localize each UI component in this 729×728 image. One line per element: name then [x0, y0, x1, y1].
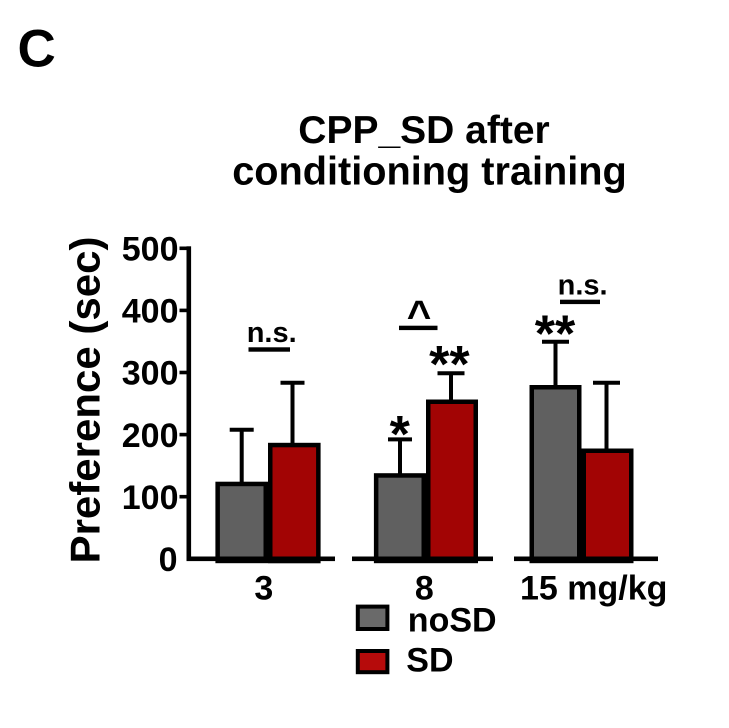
svg-text:0: 0 [159, 541, 178, 579]
svg-text:400: 400 [122, 293, 179, 331]
svg-text:8: 8 [415, 570, 434, 608]
svg-text:n.s.: n.s. [247, 317, 297, 349]
svg-text:**: ** [429, 336, 470, 394]
svg-text:n.s.: n.s. [558, 270, 608, 302]
svg-text:3: 3 [254, 570, 273, 608]
svg-text:C: C [18, 20, 56, 79]
svg-text:noSD: noSD [408, 601, 497, 639]
svg-text:CPP_SD after: CPP_SD after [298, 109, 549, 152]
svg-text:Preference (sec): Preference (sec) [61, 237, 108, 564]
svg-text:SD: SD [406, 642, 453, 680]
svg-text:conditioning training: conditioning training [232, 150, 627, 194]
svg-text:15 mg/kg: 15 mg/kg [520, 570, 667, 608]
svg-text:**: ** [535, 306, 576, 364]
svg-text:100: 100 [122, 479, 179, 517]
svg-text:200: 200 [122, 417, 179, 455]
svg-text:300: 300 [122, 355, 179, 393]
svg-text:500: 500 [122, 231, 179, 269]
svg-text:*: * [390, 406, 411, 464]
svg-text:^: ^ [407, 292, 432, 339]
